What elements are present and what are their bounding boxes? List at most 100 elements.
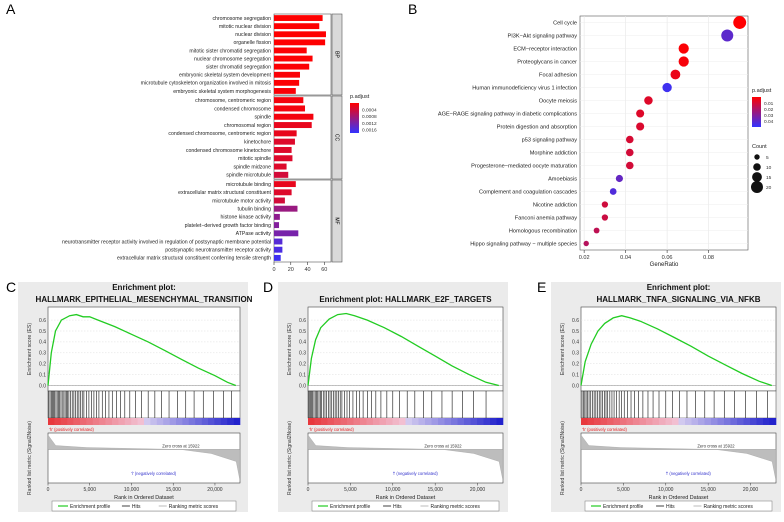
bar-category-label: spindle midzone [234,164,272,170]
legend-tick-label: 0.0016 [362,127,377,133]
ranking-color-segment [163,418,170,425]
dot [601,201,609,208]
legend-title: Count [752,144,767,150]
bar [274,63,310,70]
neg-correlated-label: 'l' (negatively correlated) [393,471,439,476]
facet-label: CC [334,134,340,142]
ranking-color-segment [457,418,465,425]
bar-category-label: chromosomal region [224,123,271,129]
legend-tick-label: 0.04 [764,119,774,125]
legend-box [584,500,773,512]
ranking-color-segment [633,418,640,425]
ranking-color-segment [405,418,413,425]
es-tick-label: 0.0 [572,383,579,389]
ranking-color-segment [360,418,367,425]
ranking-color-segment [188,418,196,425]
ranking-color-segment [418,418,426,425]
bar [274,47,307,54]
legend-label: Enrichment profile [70,504,111,510]
ranking-color-segment [425,418,432,425]
bar [274,222,280,229]
category-label: Cell cycle [553,21,577,27]
bar-category-label: condensed chromosome, centromeric region [168,131,271,137]
ranking-color-segment [477,418,484,425]
ranking-color-segment [386,418,393,425]
ranking-color-segment [182,418,190,425]
bar-category-label: embryonic skeletal system morphogenesis [173,89,271,95]
ranking-color-segment [587,418,595,425]
legend-tick-label: 0.0012 [362,121,377,127]
ranking-color-segment [600,418,608,425]
ranking-color-segment [470,418,478,425]
x-tick-label: 5,000 [344,487,357,493]
panel-label-b: B [408,1,417,17]
category-label: Amoebiasis [548,177,577,183]
category-label: Morphine addiction [530,151,577,157]
ranking-color-segment [54,418,62,425]
x-tick-label: 20,000 [743,487,759,493]
ranking-color-segment [150,418,158,425]
es-tick-label: 0.6 [299,318,306,324]
ranking-color-segment [137,418,145,425]
zero-cross-label: Zero cross at 15922 [424,444,462,449]
x-tick-label: 40 [304,267,310,273]
ranking-color-segment [86,418,94,425]
ranking-color-segment [131,418,138,425]
bar [274,97,304,104]
chart-title: Enrichment plot: [647,283,711,292]
ranking-color-segment [92,418,100,425]
ranking-color-segment [613,418,621,425]
size-legend-dot [754,154,760,160]
es-tick-label: 0.2 [572,362,579,368]
bar [274,15,323,21]
bar-category-label: kinetochore [244,139,271,145]
x-tick-label: 10,000 [385,487,401,493]
x-tick-label: 0 [307,487,310,493]
bar [274,189,292,196]
ranking-color-segment [711,418,718,425]
es-tick-label: 0.5 [572,329,579,335]
bar [274,230,299,237]
x-tick-label: 0 [272,267,275,273]
bar [274,254,281,261]
dot [678,56,689,67]
ranking-color-segment [176,418,183,425]
size-legend-dot [753,163,761,171]
bar [274,181,296,188]
bar-category-label: platelet−derived growth factor binding [185,223,271,229]
enrichment-profile-line [47,313,237,387]
metric-frame [307,432,504,484]
bar [274,113,314,120]
ranking-color-segment [704,418,712,425]
metric-frame [580,432,777,484]
bar [274,213,280,220]
legend-label: Ranking metric scores [703,504,753,510]
dot [615,174,623,183]
ranking-color-segment [639,418,647,425]
bar-category-label: histone kinase activity [221,215,272,221]
bar-category-label: microtubule binding [226,182,271,188]
bar [274,138,295,145]
zero-cross-label: Zero cross at 15922 [162,444,200,449]
size-legend-label: 15 [766,175,772,181]
ranking-color-segment [214,418,222,425]
legend-tick-label: 0.0004 [362,107,377,113]
category-label: Nicotine addiction [533,203,577,209]
es-axis-title: Enrichment score (ES) [27,323,33,375]
es-tick-label: 0.3 [39,351,46,357]
bar-category-label: spindle [255,115,272,121]
panel-label-c: C [6,279,16,295]
ranking-color-segment [347,418,354,425]
ranking-color-segment [717,418,725,425]
ranking-color-segment [340,418,348,425]
ranking-color-segment [105,418,113,425]
x-tick-label: 0 [47,487,50,493]
es-tick-label: 0.6 [39,318,46,324]
size-legend-dot [752,172,762,182]
es-tick-label: 0.4 [572,340,579,346]
ranking-color-segment [208,418,215,425]
dot [636,122,645,131]
ranking-color-segment [594,418,601,425]
bar-category-label: mitotic nuclear division [219,24,271,30]
